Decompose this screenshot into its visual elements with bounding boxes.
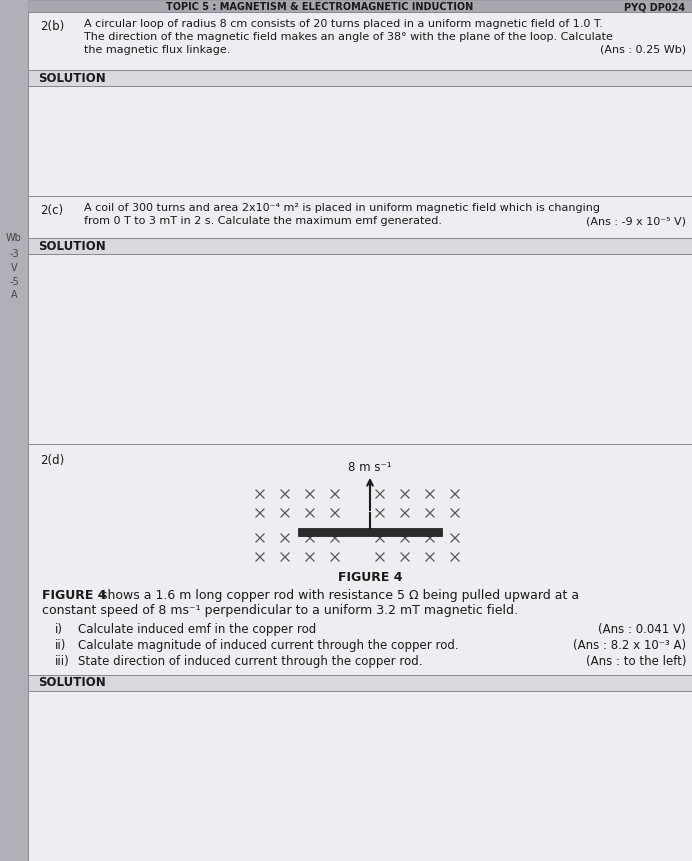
- Text: 8 m s⁻¹: 8 m s⁻¹: [348, 461, 392, 474]
- Bar: [28, 70, 692, 86]
- Text: constant speed of 8 ms⁻¹ perpendicular to a uniform 3.2 mT magnetic field.: constant speed of 8 ms⁻¹ perpendicular t…: [42, 604, 518, 617]
- Text: 2(b): 2(b): [40, 20, 64, 33]
- Text: FIGURE 4: FIGURE 4: [338, 571, 402, 584]
- Text: (Ans : 0.25 Wb): (Ans : 0.25 Wb): [600, 45, 686, 55]
- Text: The direction of the magnetic field makes an angle of 38° with the plane of the : The direction of the magnetic field make…: [84, 32, 613, 42]
- Text: A: A: [10, 290, 17, 300]
- Bar: [28, 254, 692, 444]
- Text: (Ans : -9 x 10⁻⁵ V): (Ans : -9 x 10⁻⁵ V): [586, 216, 686, 226]
- Text: (Ans : 8.2 x 10⁻³ A): (Ans : 8.2 x 10⁻³ A): [573, 639, 686, 652]
- Text: -5: -5: [9, 277, 19, 287]
- Text: Calculate induced emf in the copper rod: Calculate induced emf in the copper rod: [78, 623, 316, 636]
- Text: 2(d): 2(d): [40, 454, 64, 467]
- Text: SOLUTION: SOLUTION: [38, 71, 106, 84]
- Text: TOPIC 5 : MAGNETISM & ELECTROMAGNETIC INDUCTION: TOPIC 5 : MAGNETISM & ELECTROMAGNETIC IN…: [166, 2, 473, 12]
- Text: SOLUTION: SOLUTION: [38, 239, 106, 252]
- Text: iii): iii): [55, 655, 70, 668]
- Text: -3: -3: [9, 249, 19, 259]
- Text: SOLUTION: SOLUTION: [38, 677, 106, 690]
- Text: from 0 T to 3 mT in 2 s. Calculate the maximum emf generated.: from 0 T to 3 mT in 2 s. Calculate the m…: [84, 216, 442, 226]
- Bar: [28, 0, 692, 14]
- Bar: [0, 0, 28, 861]
- Bar: [28, 238, 692, 254]
- Text: the magnetic flux linkage.: the magnetic flux linkage.: [84, 45, 230, 55]
- Bar: [28, 444, 692, 861]
- Text: Calculate magnitude of induced current through the copper rod.: Calculate magnitude of induced current t…: [78, 639, 459, 652]
- Text: A circular loop of radius 8 cm consists of 20 turns placed in a uniform magnetic: A circular loop of radius 8 cm consists …: [84, 19, 603, 29]
- Text: State direction of induced current through the copper rod.: State direction of induced current throu…: [78, 655, 423, 668]
- Bar: [298, 528, 442, 536]
- Text: (Ans : to the left): (Ans : to the left): [585, 655, 686, 668]
- Text: V: V: [10, 263, 17, 273]
- Bar: [28, 196, 692, 238]
- Text: shows a 1.6 m long copper rod with resistance 5 Ω being pulled upward at a: shows a 1.6 m long copper rod with resis…: [97, 589, 579, 602]
- Text: ii): ii): [55, 639, 66, 652]
- Text: PYQ DP024: PYQ DP024: [624, 2, 685, 12]
- Bar: [28, 86, 692, 196]
- Bar: [28, 12, 692, 70]
- Bar: [28, 675, 692, 691]
- Text: A coil of 300 turns and area 2x10⁻⁴ m² is placed in uniform magnetic field which: A coil of 300 turns and area 2x10⁻⁴ m² i…: [84, 203, 600, 213]
- Text: Wb: Wb: [6, 233, 22, 243]
- Text: i): i): [55, 623, 63, 636]
- Text: 2(c): 2(c): [40, 204, 63, 217]
- Text: (Ans : 0.041 V): (Ans : 0.041 V): [599, 623, 686, 636]
- Text: FIGURE 4: FIGURE 4: [42, 589, 107, 602]
